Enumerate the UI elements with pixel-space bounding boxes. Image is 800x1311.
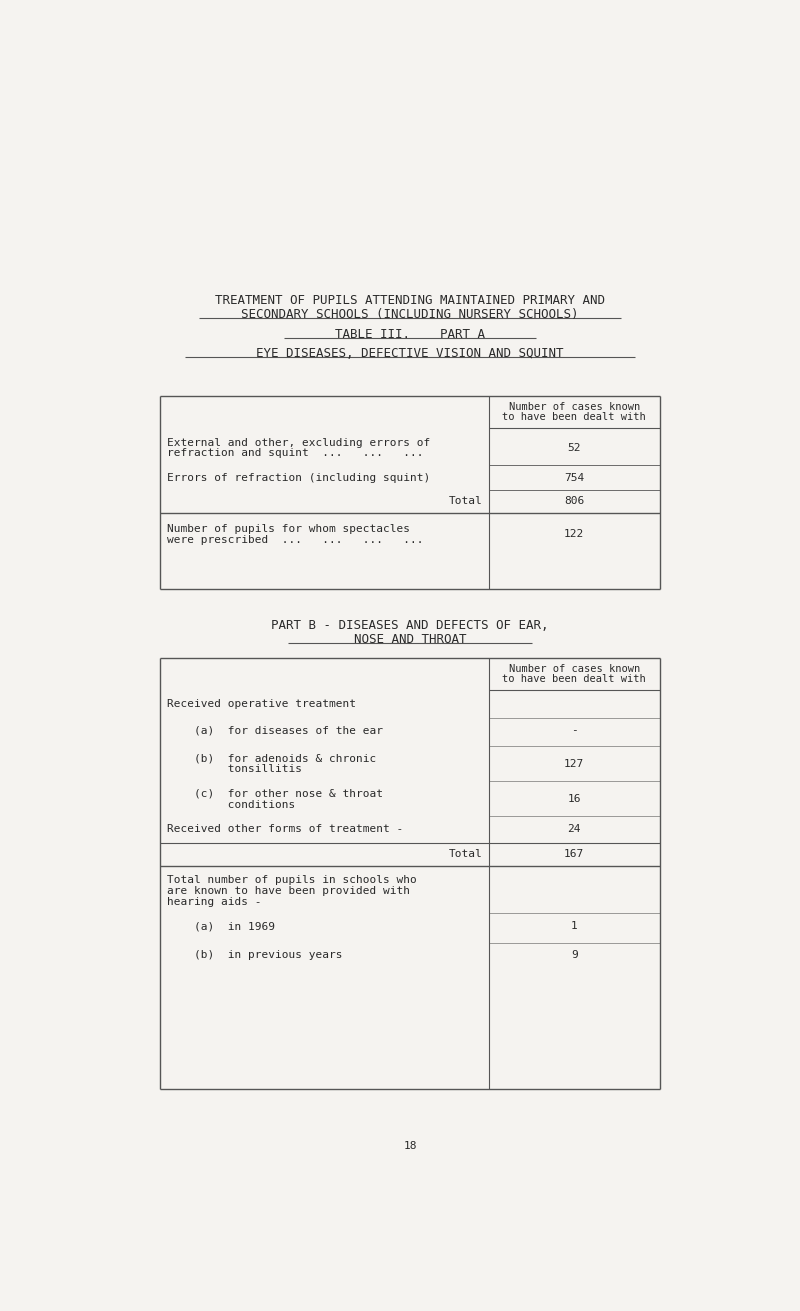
Text: conditions: conditions — [166, 800, 295, 809]
Text: (a)  in 1969: (a) in 1969 — [166, 922, 274, 931]
Text: 18: 18 — [403, 1142, 417, 1151]
Text: PART B - DISEASES AND DEFECTS OF EAR,: PART B - DISEASES AND DEFECTS OF EAR, — [271, 619, 549, 632]
Text: are known to have been provided with: are known to have been provided with — [166, 886, 410, 895]
Text: Received operative treatment: Received operative treatment — [166, 699, 356, 709]
Text: were prescribed  ...   ...   ...   ...: were prescribed ... ... ... ... — [166, 535, 423, 544]
Text: Total number of pupils in schools who: Total number of pupils in schools who — [166, 874, 416, 885]
Text: NOSE AND THROAT: NOSE AND THROAT — [354, 633, 466, 646]
Text: Received other forms of treatment -: Received other forms of treatment - — [166, 825, 403, 834]
Text: 806: 806 — [564, 496, 585, 506]
Text: EYE DISEASES, DEFECTIVE VISION AND SQUINT: EYE DISEASES, DEFECTIVE VISION AND SQUIN… — [256, 346, 564, 359]
Text: to have been dealt with: to have been dealt with — [502, 412, 646, 422]
Text: tonsillitis: tonsillitis — [166, 764, 302, 773]
Text: 24: 24 — [567, 825, 581, 834]
Text: (b)  in previous years: (b) in previous years — [166, 950, 342, 961]
Text: 754: 754 — [564, 473, 585, 482]
Text: Number of pupils for whom spectacles: Number of pupils for whom spectacles — [166, 524, 410, 534]
Text: TABLE III.    PART A: TABLE III. PART A — [335, 328, 485, 341]
Text: TREATMENT OF PUPILS ATTENDING MAINTAINED PRIMARY AND: TREATMENT OF PUPILS ATTENDING MAINTAINED… — [215, 295, 605, 307]
Text: 9: 9 — [571, 950, 578, 961]
Text: (c)  for other nose & throat: (c) for other nose & throat — [166, 789, 382, 798]
Text: SECONDARY SCHOOLS (INCLUDING NURSERY SCHOOLS): SECONDARY SCHOOLS (INCLUDING NURSERY SCH… — [242, 308, 578, 321]
Text: 122: 122 — [564, 530, 585, 539]
Text: hearing aids -: hearing aids - — [166, 897, 261, 906]
Text: to have been dealt with: to have been dealt with — [502, 674, 646, 684]
Text: 16: 16 — [567, 794, 581, 804]
Text: (b)  for adenoids & chronic: (b) for adenoids & chronic — [166, 754, 376, 763]
Text: 52: 52 — [567, 443, 581, 454]
Text: External and other, excluding errors of: External and other, excluding errors of — [166, 438, 430, 447]
Text: (a)  for diseases of the ear: (a) for diseases of the ear — [166, 725, 382, 735]
Text: Total: Total — [449, 496, 483, 506]
Text: Total: Total — [449, 848, 483, 859]
Text: 1: 1 — [571, 922, 578, 931]
Text: Number of cases known: Number of cases known — [509, 402, 640, 412]
Text: 167: 167 — [564, 848, 585, 859]
Text: Number of cases known: Number of cases known — [509, 663, 640, 674]
Text: -: - — [571, 725, 578, 735]
Text: Errors of refraction (including squint): Errors of refraction (including squint) — [166, 473, 430, 482]
Text: refraction and squint  ...   ...   ...: refraction and squint ... ... ... — [166, 448, 423, 459]
Text: 127: 127 — [564, 759, 585, 768]
